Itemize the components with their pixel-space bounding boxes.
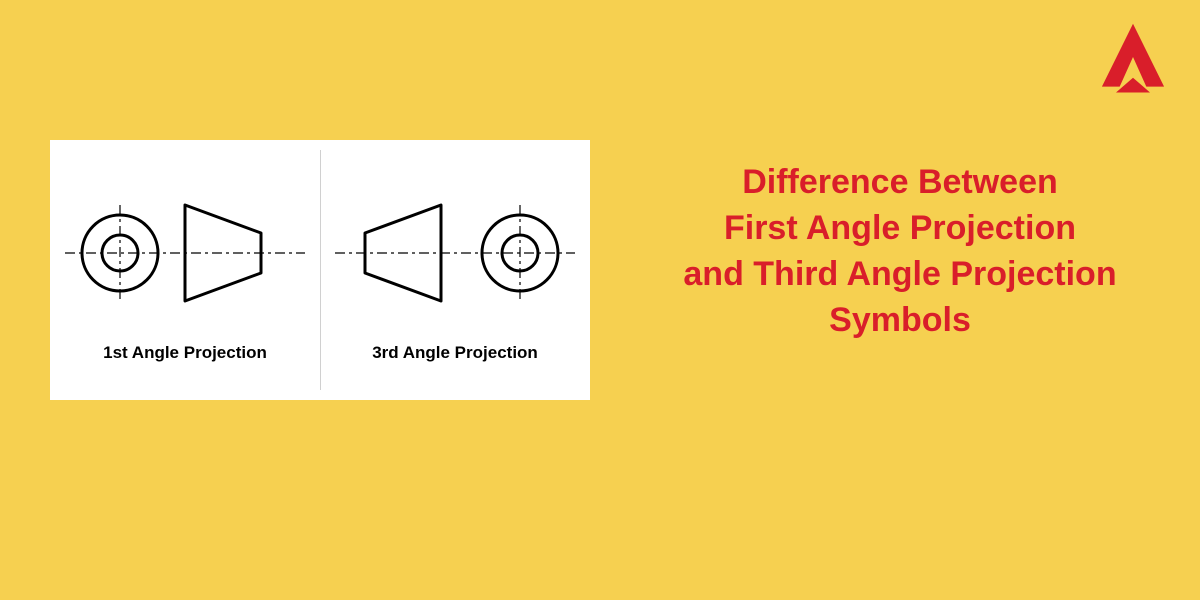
logo-icon — [1096, 20, 1170, 94]
brand-logo — [1096, 20, 1170, 94]
main-title: Difference BetweenFirst Angle Projection… — [640, 160, 1160, 344]
title-line: Difference Between — [640, 160, 1160, 206]
third-angle-caption: 3rd Angle Projection — [372, 343, 538, 363]
infographic-canvas: 1st Angle Projection 3rd Angle Projectio… — [0, 0, 1200, 600]
projection-symbols-panel: 1st Angle Projection 3rd Angle Projectio… — [50, 140, 590, 400]
first-angle-symbol — [50, 178, 320, 328]
third-angle-symbol — [320, 178, 590, 328]
third-angle-block: 3rd Angle Projection — [320, 140, 590, 400]
third-angle-svg — [325, 193, 585, 313]
first-angle-svg — [55, 193, 315, 313]
title-line: First Angle Projection — [640, 206, 1160, 252]
title-line: and Third Angle Projection — [640, 252, 1160, 298]
title-line: Symbols — [640, 298, 1160, 344]
first-angle-caption: 1st Angle Projection — [103, 343, 267, 363]
first-angle-block: 1st Angle Projection — [50, 140, 320, 400]
